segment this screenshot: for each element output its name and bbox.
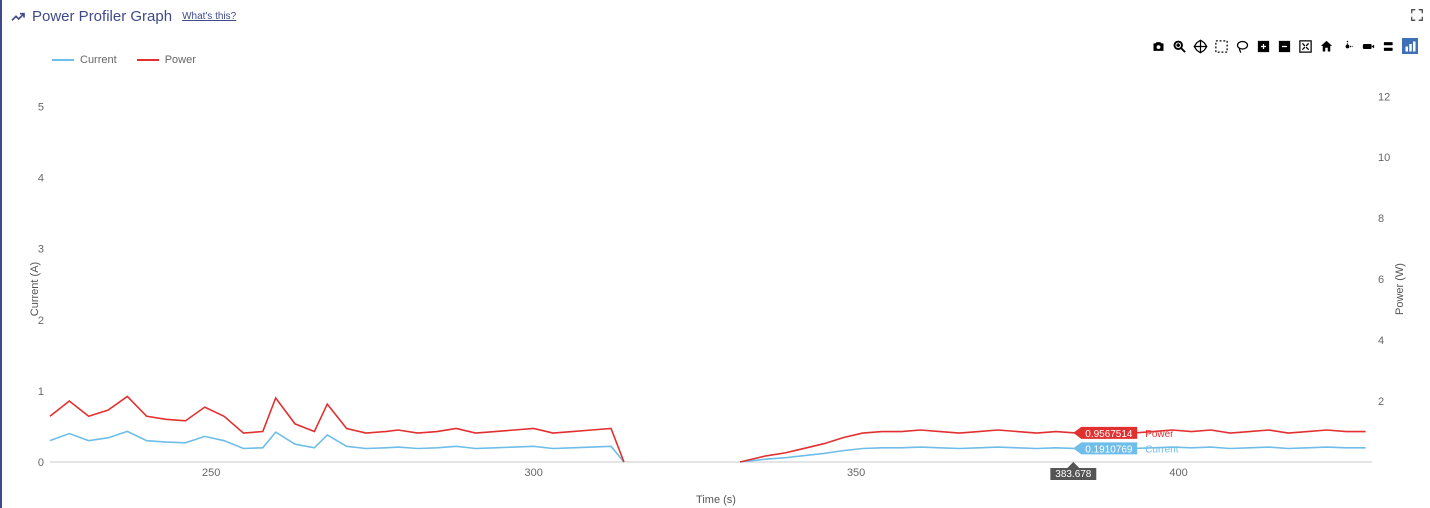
zoom-in-icon[interactable] xyxy=(1255,38,1271,54)
box-select-icon[interactable] xyxy=(1213,38,1229,54)
legend: Current Power xyxy=(52,54,196,66)
svg-text:0.9567514: 0.9567514 xyxy=(1085,429,1133,440)
svg-text:0.1910769: 0.1910769 xyxy=(1085,444,1133,455)
svg-text:2: 2 xyxy=(1378,396,1384,408)
camera-icon[interactable] xyxy=(1150,38,1166,54)
panel-title: Power Profiler Graph xyxy=(32,8,172,25)
legend-swatch-power xyxy=(137,59,159,61)
svg-text:250: 250 xyxy=(202,467,220,479)
power-profiler-panel: Power Profiler Graph What's this? Curren… xyxy=(0,0,1430,508)
chart-svg[interactable]: 012345246810122503003504000.9567514Power… xyxy=(26,70,1406,488)
svg-text:300: 300 xyxy=(524,467,542,479)
chart-icon[interactable] xyxy=(1402,38,1418,54)
pan-icon[interactable] xyxy=(1192,38,1208,54)
zoom-icon[interactable] xyxy=(1171,38,1187,54)
svg-text:383.678: 383.678 xyxy=(1055,469,1092,480)
svg-text:400: 400 xyxy=(1169,467,1187,479)
svg-text:1: 1 xyxy=(38,386,44,398)
svg-text:Power: Power xyxy=(1145,429,1174,440)
legend-label-power: Power xyxy=(165,54,196,66)
svg-text:12: 12 xyxy=(1378,91,1390,103)
svg-text:2: 2 xyxy=(38,315,44,327)
home-icon[interactable] xyxy=(1318,38,1334,54)
autoscale-icon[interactable] xyxy=(1297,38,1313,54)
legend-item-current[interactable]: Current xyxy=(52,54,117,66)
whats-this-link[interactable]: What's this? xyxy=(182,11,236,22)
compare-hover-icon[interactable] xyxy=(1381,38,1397,54)
fullscreen-icon[interactable] xyxy=(1410,8,1424,27)
toggle-spikelines-icon[interactable] xyxy=(1339,38,1355,54)
svg-text:350: 350 xyxy=(847,467,865,479)
panel-header: Power Profiler Graph What's this? xyxy=(10,8,1422,25)
x-axis-label: Time (s) xyxy=(696,494,736,506)
svg-text:6: 6 xyxy=(1378,274,1384,286)
svg-text:4: 4 xyxy=(38,173,44,185)
svg-text:3: 3 xyxy=(38,244,44,256)
svg-text:5: 5 xyxy=(38,101,44,113)
chart-toolbar xyxy=(1150,38,1418,54)
legend-label-current: Current xyxy=(80,54,117,66)
lasso-select-icon[interactable] xyxy=(1234,38,1250,54)
chart-area: Current (A) Power (W) Time (s) 012345246… xyxy=(2,70,1430,508)
legend-swatch-current xyxy=(52,59,74,61)
show-closest-icon[interactable] xyxy=(1360,38,1376,54)
svg-text:4: 4 xyxy=(1378,335,1384,347)
svg-text:10: 10 xyxy=(1378,152,1390,164)
svg-text:0: 0 xyxy=(38,457,44,469)
svg-text:8: 8 xyxy=(1378,213,1384,225)
legend-item-power[interactable]: Power xyxy=(137,54,196,66)
zoom-out-icon[interactable] xyxy=(1276,38,1292,54)
trend-icon xyxy=(10,9,26,25)
svg-text:Current: Current xyxy=(1145,444,1178,455)
